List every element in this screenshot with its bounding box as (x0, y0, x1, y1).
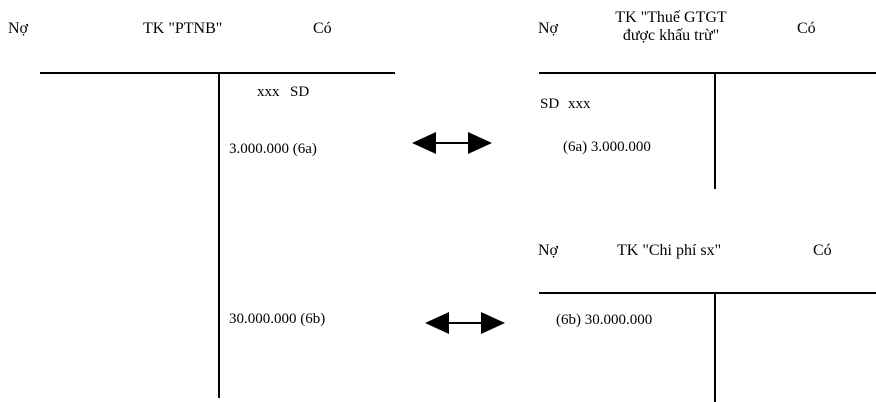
cost-credit-label: Có (813, 242, 832, 259)
ptnb-credit-label: Có (313, 20, 332, 37)
vat-opening-label: SD (540, 96, 560, 112)
cost-horizontal-line (539, 292, 876, 294)
vat-title: TK "Thuế GTGT được khấu trừ" (596, 9, 746, 45)
cost-debit-label: Nợ (538, 242, 559, 259)
vat-credit-label: Có (797, 20, 816, 37)
ptnb-debit-label: Nợ (8, 20, 29, 37)
ptnb-opening-amount: xxx (257, 84, 280, 100)
vat-horizontal-line (539, 72, 876, 74)
cost-vertical-line (714, 293, 716, 402)
vat-vertical-line (714, 73, 716, 189)
double-arrow-icon (425, 312, 505, 334)
ptnb-entry-6a: 3.000.000 (6a) (229, 141, 317, 157)
ptnb-entry-6b: 30.000.000 (6b) (229, 311, 326, 327)
ptnb-title: TK "PTNB" (143, 20, 223, 37)
ptnb-horizontal-line (40, 72, 395, 74)
vat-opening-amount: xxx (568, 96, 591, 112)
double-arrow-icon (412, 132, 492, 154)
vat-title-line1: TK "Thuế GTGT (615, 9, 727, 26)
cost-title: TK "Chi phí sx" (617, 242, 722, 259)
vat-debit-label: Nợ (538, 20, 559, 37)
ptnb-vertical-line (218, 73, 220, 398)
vat-entry-6a: (6a) 3.000.000 (563, 139, 651, 155)
cost-entry-6b: (6b) 30.000.000 (556, 312, 653, 328)
vat-title-line2: được khấu trừ" (622, 27, 720, 44)
ptnb-opening-label: SD (290, 84, 310, 100)
